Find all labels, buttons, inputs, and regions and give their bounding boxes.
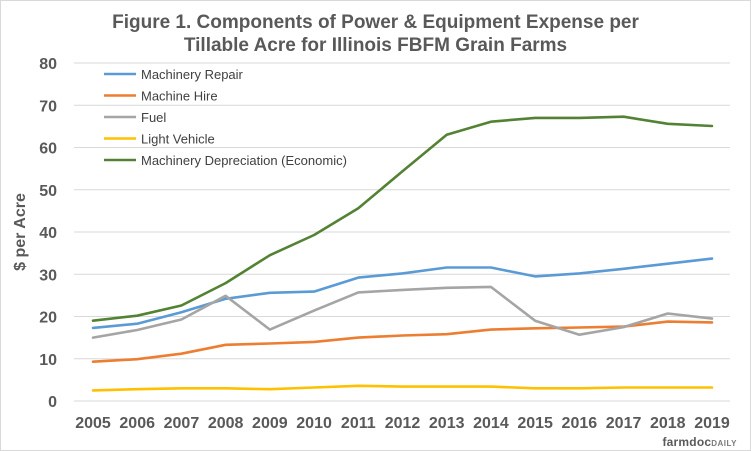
x-tick-label: 2015 — [517, 415, 553, 432]
x-tick-labels: 2005 2006 2007 2008 2009 2010 2011 2012 2013 2014… — [75, 415, 730, 432]
y-tick-label: 0 — [48, 394, 57, 411]
legend-entry: Light Vehicle — [141, 132, 215, 147]
series-line-4 — [91, 115, 714, 323]
y-tick-label: 80 — [39, 56, 57, 73]
grid — [74, 62, 730, 402]
x-tick-label: 2005 — [75, 415, 111, 432]
series-line-0 — [91, 257, 714, 330]
logo-accent: DAILY — [711, 439, 737, 448]
x-tick-label: 2007 — [164, 415, 200, 432]
series-line-1 — [91, 320, 714, 364]
x-tick-label: 2018 — [650, 415, 686, 432]
series-line-2 — [91, 285, 714, 339]
x-tick-label: 2008 — [208, 415, 244, 432]
y-tick-label: 20 — [39, 310, 57, 327]
x-tick-label: 2010 — [296, 415, 332, 432]
x-tick-label: 2017 — [606, 415, 642, 432]
logo-main: farmdoc — [662, 435, 712, 449]
y-tick-label: 30 — [39, 267, 57, 284]
series-lines — [91, 115, 714, 392]
legend: Machinery Repair Machine Hire Fuel Light Ve… — [104, 67, 347, 168]
x-tick-label: 2013 — [429, 415, 465, 432]
y-tick-label: 50 — [39, 183, 57, 200]
y-tick-label: 70 — [39, 98, 57, 115]
x-tick-label: 2009 — [252, 415, 288, 432]
y-tick-label: 10 — [39, 352, 57, 369]
legend-entry: Fuel — [141, 110, 166, 125]
chart-title-line-1: Figure 1. Components of Power & Equipmen… — [112, 12, 639, 33]
chart-title-line-2: Tillable Acre for Illinois FBFM Grain Fa… — [183, 35, 568, 56]
x-tick-label: 2006 — [119, 415, 155, 432]
x-tick-label: 2016 — [562, 415, 598, 432]
x-tick-label: 2012 — [385, 415, 421, 432]
legend-entry: Machine Hire — [141, 89, 218, 104]
legend-entry: Machinery Repair — [141, 67, 244, 82]
farmdoc-daily-logo: farmdocDAILY — [662, 435, 737, 449]
x-tick-label: 2019 — [694, 415, 730, 432]
x-tick-label: 2011 — [341, 415, 376, 432]
x-tick-label: 2014 — [473, 415, 509, 432]
y-tick-labels: 0 10 20 30 40 50 60 70 80 — [39, 56, 57, 411]
y-tick-label: 60 — [39, 141, 57, 158]
legend-entry: Machinery Depreciation (Economic) — [141, 153, 347, 168]
y-tick-label: 40 — [39, 225, 57, 242]
series-line-3 — [91, 384, 714, 392]
y-axis-label: $ per Acre — [12, 193, 29, 271]
